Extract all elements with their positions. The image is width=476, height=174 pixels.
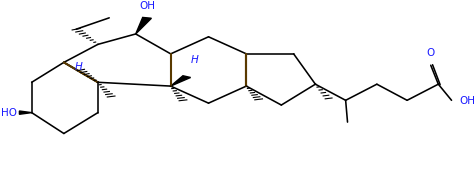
Text: HO: HO — [1, 108, 17, 118]
Text: OH: OH — [139, 1, 155, 11]
Text: O: O — [426, 48, 434, 58]
Text: H: H — [75, 62, 83, 72]
Polygon shape — [136, 17, 151, 34]
Text: H: H — [190, 56, 198, 65]
Polygon shape — [20, 111, 31, 114]
Polygon shape — [170, 76, 190, 86]
Text: OH: OH — [458, 96, 474, 106]
